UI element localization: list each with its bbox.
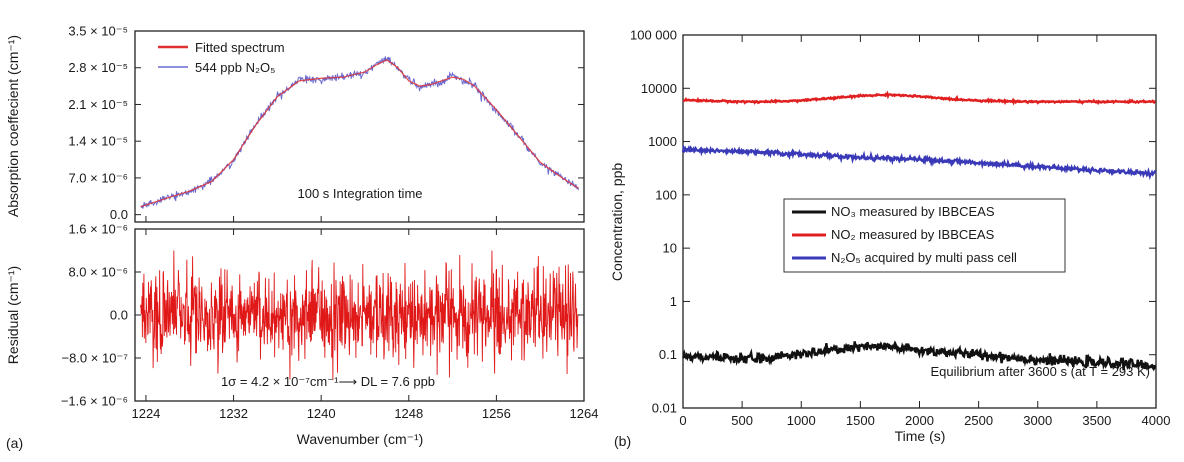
panel-b-legend: NO₃ measured by IBBCEAS NO₂ measured by … [783, 198, 1066, 273]
panel-a-bottom-annotation: 1σ = 4.2 × 10⁻⁷cm⁻¹⟶ DL = 7.6 ppb [221, 374, 435, 389]
xtick-label: 1232 [219, 406, 248, 421]
panel-a-top-frame [134, 30, 585, 223]
ytick-label: 0.0 [110, 207, 128, 222]
ytick-label: 100 000 [630, 28, 677, 43]
panel-a-bottom-series [140, 250, 579, 380]
xtick-label: 2500 [964, 413, 993, 428]
xtick-label: 1224 [131, 406, 160, 421]
panel-a-top-series [140, 56, 580, 209]
ytick-label: 8.0 × 10⁻⁶ [68, 265, 128, 280]
xtick-label: 4000 [1142, 413, 1171, 428]
xtick-label: 500 [731, 413, 753, 428]
panel-a-xlabel: Wavenumber (cm⁻¹) [297, 431, 424, 447]
ytick-label: 0.1 [659, 347, 677, 362]
panel-a-bottom: −1.6 × 10⁻⁶ −8.0 × 10⁻⁷ 0.0 8.0 × 10⁻⁶ 1.6 ×… [5, 222, 598, 448]
ytick-label: 7.0 × 10⁻⁶ [68, 170, 128, 185]
panel-b-legend-box [783, 198, 1066, 273]
xtick-label: 1000 [787, 413, 816, 428]
ytick-label: 3.5 × 10⁻⁵ [68, 24, 128, 39]
panel-a-top-annotation: 100 s Integration time [297, 186, 422, 201]
panel-b-annotation: Equilibrium after 3600 s (at T = 293 K) [930, 364, 1150, 379]
panel-a-top-legend: Fitted spectrum 544 ppb N₂O₅ [158, 40, 285, 75]
xtick-label: 3500 [1082, 413, 1111, 428]
xtick-label: 0 [679, 413, 686, 428]
ytick-label: 10000 [641, 81, 677, 96]
legend-label-no2: NO₂ measured by IBBCEAS [831, 227, 995, 242]
figure-label-b: (b) [614, 433, 631, 449]
ytick-label: 10 [663, 241, 677, 256]
panel-b-ylabel: Concentration, ppb [609, 163, 625, 282]
xtick-label: 1256 [482, 406, 511, 421]
xtick-label: 1248 [394, 406, 423, 421]
ytick-label: 1.4 × 10⁻⁵ [68, 134, 128, 149]
figure-label-a: (a) [6, 435, 23, 451]
xtick-label: 1240 [307, 406, 336, 421]
panel-b-series [681, 90, 1157, 372]
panel-a-top-ylabel: Absorption coeffecient (cm⁻¹) [5, 35, 21, 217]
legend-label-n2o5-b: N₂O₅ acquired by multi pass cell [831, 250, 1017, 265]
panel-b-xlabel: Time (s) [895, 428, 946, 444]
xtick-label: 1500 [846, 413, 875, 428]
ytick-label: 2.8 × 10⁻⁵ [68, 60, 128, 75]
series-residual [140, 250, 579, 380]
series-fitted-spectrum [140, 59, 579, 208]
xtick-label: 3000 [1023, 413, 1052, 428]
ytick-label: 2.1 × 10⁻⁵ [68, 97, 128, 112]
series-n2o5 [681, 143, 1157, 181]
xtick-label: 2000 [905, 413, 934, 428]
legend-label-fitted: Fitted spectrum [195, 40, 285, 55]
panel-b: 0.01 0.1 1 10 100 1000 10000 100 000 0 500 1000 150… [609, 28, 1170, 445]
ytick-label: 1000 [648, 134, 677, 149]
ytick-label: 100 [655, 187, 677, 202]
ytick-label: −1.6 × 10⁻⁶ [61, 394, 128, 409]
ytick-label: 1 [670, 294, 677, 309]
panel-a-bottom-ylabel: Residual (cm⁻¹) [5, 266, 21, 364]
ytick-label: 0.0 [110, 308, 128, 323]
ytick-label: −8.0 × 10⁻⁷ [61, 351, 128, 366]
panel-b-ticks: 0.01 0.1 1 10 100 1000 10000 100 000 0 500 1000 150… [630, 28, 1170, 429]
xtick-label: 1264 [570, 406, 599, 421]
ytick-label: 0.01 [652, 401, 677, 416]
series-no3 [681, 340, 1157, 372]
legend-label-no3: NO₃ measured by IBBCEAS [831, 204, 995, 219]
series-no2 [682, 90, 1156, 106]
ytick-label: 1.6 × 10⁻⁶ [68, 222, 128, 237]
panel-a-top-ticks: 0.0 7.0 × 10⁻⁶ 1.4 × 10⁻⁵ 2.1 × 10⁻⁵ 2.8 × 1… [68, 24, 585, 222]
legend-label-n2o5: 544 ppb N₂O₅ [195, 60, 275, 75]
panel-a-top: 0.0 7.0 × 10⁻⁶ 1.4 × 10⁻⁵ 2.1 × 10⁻⁵ 2.8 × 1… [5, 24, 585, 223]
panel-a-bottom-ticks: −1.6 × 10⁻⁶ −8.0 × 10⁻⁷ 0.0 8.0 × 10⁻⁶ 1.6 ×… [61, 222, 599, 422]
